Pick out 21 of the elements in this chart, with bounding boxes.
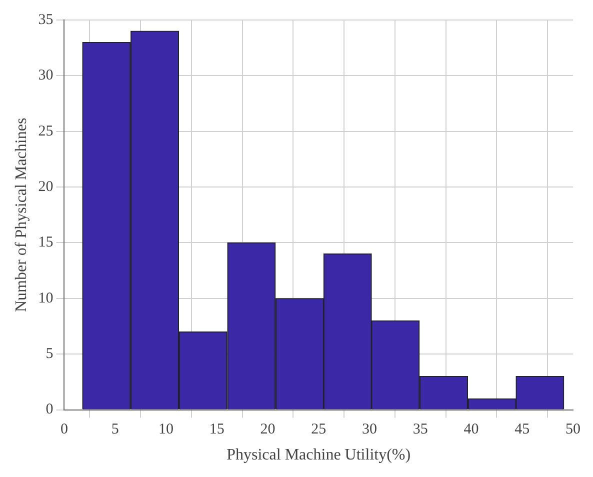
y-axis-title: Number of Physical Machines xyxy=(12,118,30,312)
x-tick-label: 10 xyxy=(158,422,174,438)
y-tick-label: 30 xyxy=(38,68,54,84)
y-tick-label: 25 xyxy=(38,123,54,140)
y-tick-label: 0 xyxy=(46,402,54,418)
y-tick-label: 5 xyxy=(46,346,54,362)
x-tick-label: 0 xyxy=(60,422,68,438)
y-tick-label: 15 xyxy=(38,234,54,251)
x-tick-label: 25 xyxy=(311,422,326,438)
y-tick-label: 10 xyxy=(38,290,54,306)
x-tick-label: 50 xyxy=(566,422,580,438)
x-tick-label: 5 xyxy=(111,422,119,438)
x-tick-label: 20 xyxy=(260,422,276,438)
x-tick-label: 40 xyxy=(464,422,479,438)
x-axis-title: Physical Machine Utility(%) xyxy=(226,446,411,464)
x-tick-label: 15 xyxy=(209,422,224,438)
x-tick-label: 35 xyxy=(412,422,428,438)
y-tick-label: 20 xyxy=(38,178,54,195)
x-tick-label: 30 xyxy=(362,422,377,438)
x-tick-label: 45 xyxy=(514,422,530,438)
y-tick-label: 35 xyxy=(38,12,54,28)
